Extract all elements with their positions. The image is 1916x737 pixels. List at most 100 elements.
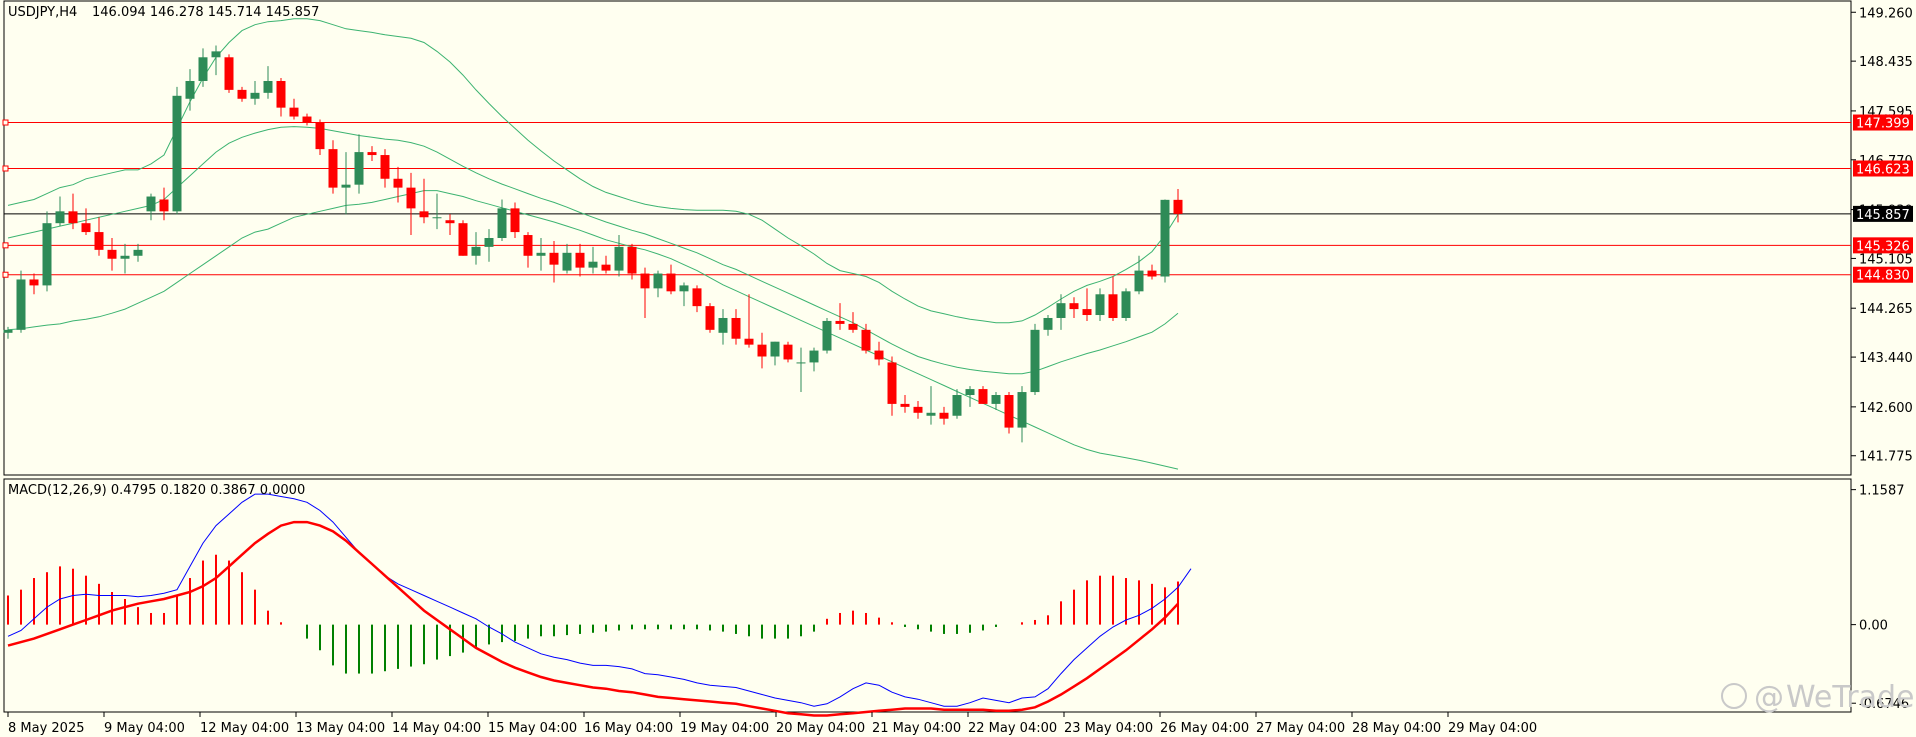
candle <box>783 341 793 363</box>
candle <box>679 282 689 307</box>
price-tick-label: 148.435 <box>1859 55 1913 70</box>
candle <box>133 243 143 262</box>
candle-body <box>770 341 780 357</box>
candles <box>3 45 1183 443</box>
candle <box>536 238 546 271</box>
candle <box>952 389 962 419</box>
candle <box>3 326 13 339</box>
candle <box>1082 288 1092 321</box>
candle-body <box>1095 294 1105 316</box>
candle <box>29 273 39 295</box>
candle <box>1056 294 1066 330</box>
candle-body <box>159 199 169 212</box>
candle-body <box>1121 291 1131 318</box>
watermark: @ WeTrade <box>1721 680 1915 715</box>
candle <box>913 400 923 419</box>
candle <box>666 264 676 295</box>
candle <box>419 178 429 224</box>
candle-body <box>120 255 130 259</box>
candle <box>237 86 247 102</box>
candle <box>848 312 858 333</box>
candle-body <box>627 246 637 274</box>
candle <box>588 246 598 274</box>
candle <box>705 303 715 333</box>
hline-anchor-3 <box>2 242 9 249</box>
candle-body <box>926 412 936 416</box>
candle <box>406 172 416 236</box>
line-label-text: 145.857 <box>1856 208 1910 223</box>
price-tick-label: 149.260 <box>1859 6 1913 21</box>
time-tick-label: 13 May 04:00 <box>296 721 385 736</box>
candle-body <box>81 223 91 233</box>
candle-body <box>562 252 572 271</box>
candle <box>523 232 533 268</box>
candle <box>328 140 338 194</box>
time-tick-label: 29 May 04:00 <box>1448 721 1537 736</box>
candle-body <box>939 412 949 419</box>
candle-body <box>406 187 416 209</box>
line-label-text: 144.830 <box>1856 269 1910 284</box>
candle <box>211 45 221 76</box>
candle-body <box>679 285 689 292</box>
candle-body <box>172 95 182 212</box>
candle <box>445 214 455 236</box>
candle <box>510 202 520 238</box>
candle-body <box>575 252 585 268</box>
candle <box>770 341 780 366</box>
candle-body <box>965 389 975 396</box>
horizontal-lines <box>2 119 1851 278</box>
candle <box>900 395 910 413</box>
candle <box>822 317 832 354</box>
candle-body <box>276 80 286 108</box>
candle <box>575 243 585 277</box>
line-label-bg <box>1853 266 1913 283</box>
time-tick-label: 9 May 04:00 <box>104 721 185 736</box>
candle-body <box>991 395 1001 404</box>
candle <box>146 193 156 221</box>
candle <box>497 199 507 241</box>
candle <box>484 229 494 262</box>
time-tick-label: 20 May 04:00 <box>776 721 865 736</box>
line-label-text: 145.326 <box>1856 239 1910 254</box>
candle-body <box>523 235 533 256</box>
macd-tick-label: 0.00 <box>1859 619 1888 634</box>
candle <box>757 332 767 369</box>
candle <box>731 309 741 345</box>
candle-body <box>692 288 702 307</box>
candle <box>1004 392 1014 434</box>
time-tick-label: 8 May 2025 <box>8 721 85 736</box>
candle-body <box>1017 392 1027 428</box>
time-axis: 8 May 2025 9 May 04:00 12 May 04:00 13 May … <box>7 712 1537 736</box>
candle-body <box>315 122 325 150</box>
candle-body <box>3 329 13 333</box>
candle-body <box>588 261 598 268</box>
candle-body <box>783 344 793 360</box>
candle <box>393 166 403 203</box>
candle-body <box>1147 270 1157 277</box>
candle-body <box>809 350 819 363</box>
candle <box>1095 288 1105 321</box>
price-tick-label: 144.265 <box>1859 302 1913 317</box>
candle <box>185 69 195 111</box>
candle <box>796 347 806 393</box>
line-label-text: 147.399 <box>1856 117 1910 132</box>
candle <box>1017 386 1027 443</box>
candle <box>81 208 91 236</box>
candle <box>276 78 286 117</box>
ohlc-readout: 146.094 146.278 145.714 145.857 <box>92 5 319 20</box>
candle-body <box>874 350 884 360</box>
price-panel-frame <box>3 0 1852 476</box>
candle <box>42 211 52 292</box>
candle-body <box>887 362 897 404</box>
time-tick-label: 23 May 04:00 <box>1064 721 1153 736</box>
candle-body <box>263 80 273 93</box>
candle <box>978 386 988 404</box>
candle-body <box>1043 317 1053 330</box>
candle-body <box>705 306 715 330</box>
candle <box>224 54 234 93</box>
candle <box>471 232 481 265</box>
candle-body <box>432 217 442 219</box>
candle-body <box>29 279 39 286</box>
symbol-title: USDJPY,H4 <box>8 5 77 20</box>
candle <box>432 193 442 230</box>
